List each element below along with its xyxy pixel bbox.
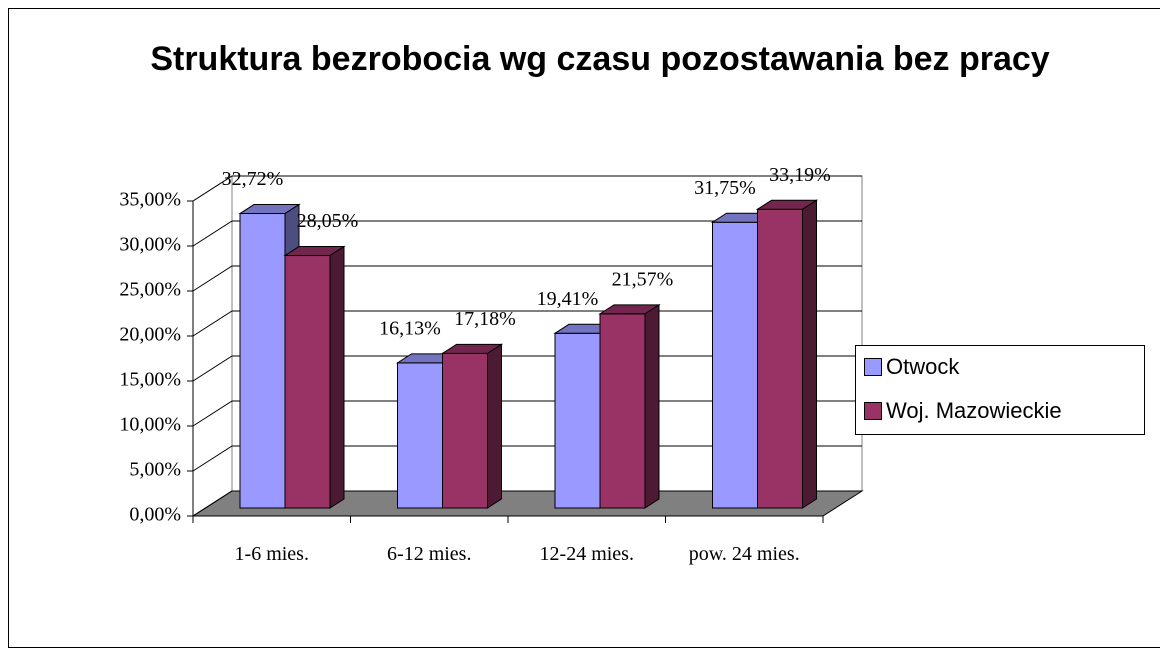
legend: Otwock Woj. Mazowieckie — [855, 345, 1145, 435]
legend-item: Otwock — [864, 354, 959, 380]
bar-front — [284, 255, 331, 509]
chart: 0,00% 5,00% 10,00% 15,00% 20,00% 25,00% 30,00%… — [119, 164, 864, 526]
bar-side — [329, 245, 345, 509]
y-tick-label: 0,00% — [129, 504, 181, 526]
data-label: 33,19% — [769, 164, 831, 186]
y-tick-label: 25,00% — [119, 279, 181, 301]
x-tick-label: pow. 24 mies. — [688, 543, 800, 565]
y-tick-label: 15,00% — [119, 369, 181, 391]
bar-front — [757, 208, 803, 509]
bar — [440, 343, 504, 509]
bar — [755, 199, 819, 509]
y-tick-label: 5,00% — [129, 459, 181, 481]
data-label: 28,05% — [297, 210, 359, 232]
chart-title: Struktura bezrobocia wg czasu pozostawan… — [150, 40, 1050, 78]
bar-front — [599, 313, 646, 509]
bar — [283, 245, 346, 509]
bar-side — [487, 343, 502, 509]
back-wall — [192, 175, 233, 517]
bar-front — [712, 221, 758, 509]
y-tick-label: 35,00% — [119, 189, 181, 211]
bar-front — [554, 332, 601, 509]
bar — [598, 303, 661, 509]
data-label: 19,41% — [537, 288, 599, 310]
y-tick-label: 30,00% — [119, 234, 181, 256]
bar-side — [644, 303, 660, 509]
legend-label: Otwock — [886, 354, 960, 379]
grid-line — [192, 265, 862, 292]
data-label: 17,18% — [454, 308, 516, 330]
data-label: 31,75% — [694, 177, 756, 199]
y-tick-label: 10,00% — [119, 414, 181, 436]
bar-side — [802, 199, 817, 509]
legend-item: Woj. Mazowieckie — [864, 398, 1062, 424]
grid-line — [192, 175, 862, 202]
bar-front — [397, 362, 443, 509]
legend-label: Woj. Mazowieckie — [886, 398, 1062, 423]
x-tick-label: 6-12 mies. — [387, 543, 472, 565]
x-tick-label: 1-6 mies. — [234, 543, 309, 565]
page: {"chart_data": {"type": "bar3d", "title"… — [8, 8, 1160, 648]
bar-front — [442, 352, 488, 509]
x-tick-label: 12-24 mies. — [539, 543, 634, 565]
data-label: 32,72% — [222, 168, 284, 190]
data-label: 21,57% — [612, 268, 674, 290]
bar-front — [239, 213, 286, 509]
y-tick-label: 20,00% — [119, 324, 181, 346]
grid-line — [192, 220, 862, 247]
data-label: 16,13% — [379, 317, 441, 339]
legend-swatch — [864, 358, 882, 376]
legend-swatch — [864, 402, 882, 420]
